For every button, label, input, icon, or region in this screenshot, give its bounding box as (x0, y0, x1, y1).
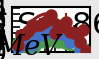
Text: $S = 86.2$ MeV, $b = 3.8$ fm: $S = 86.2$ MeV, $b = 3.8$ fm (15, 8, 99, 43)
Legend: $E_\gamma = 149.1$ MeV, $E_\gamma = 151.4$ MeV, $E_\gamma = 153.7$ MeV: $E_\gamma = 149.1$ MeV, $E_\gamma = 151.… (0, 21, 75, 59)
